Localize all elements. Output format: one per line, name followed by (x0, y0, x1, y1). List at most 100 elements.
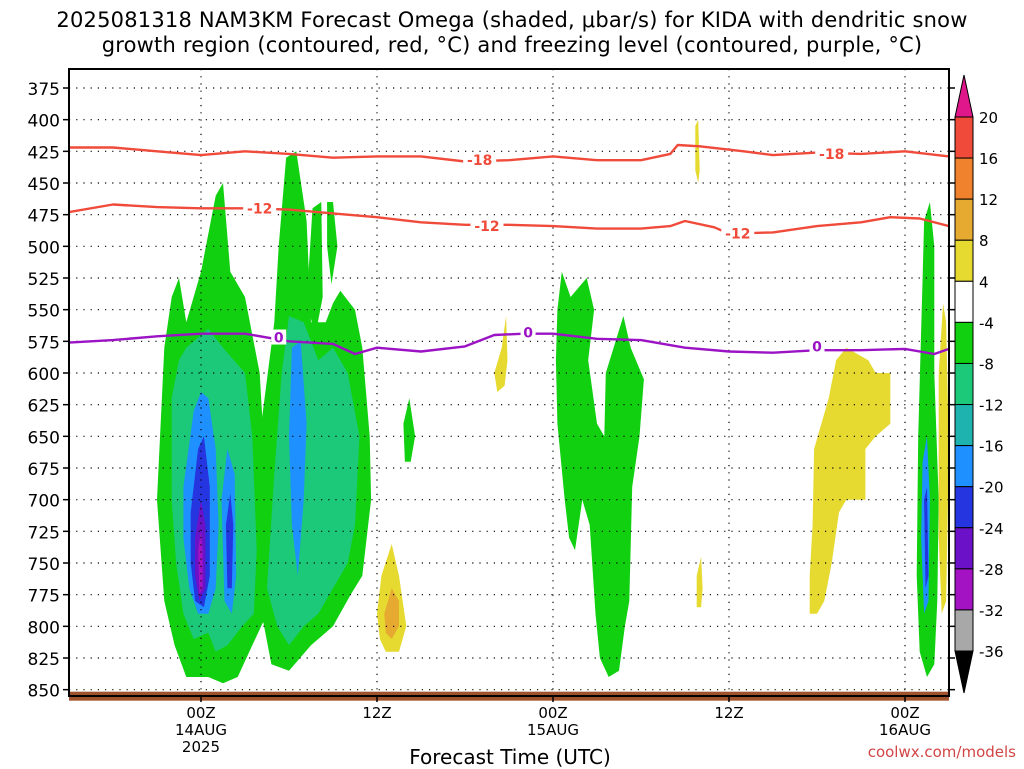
colorbar-label: -12 (979, 397, 1004, 415)
y-tick-label: 750 (28, 555, 60, 575)
x-tick-label: 14AUG (175, 721, 227, 739)
colorbar-band (954, 157, 974, 200)
colorbar-band (954, 486, 974, 529)
contour-label-bg (463, 152, 497, 168)
colorbar: 20 16 12 8 4 -4 -8 -12 -16 -20 -24 -28 -32 -36 (954, 74, 1004, 694)
colorbar-band (954, 362, 974, 406)
omega-region-green-mid (555, 271, 644, 677)
contour-label-bg (721, 225, 755, 241)
omega-region-orange-low (384, 588, 399, 639)
omega-region-yellow-streak-top (695, 119, 700, 183)
colorbar-label: -4 (979, 314, 994, 332)
omega-region-green-small (403, 398, 416, 462)
x-tick-label: 00Z (186, 704, 215, 722)
colorbar-label: 4 (979, 273, 989, 291)
colorbar-label: -20 (979, 479, 1004, 497)
omega-region-blue-center (289, 341, 307, 576)
y-tick-label: 525 (28, 270, 60, 290)
x-axis-label: Forecast Time (UTC) (409, 745, 611, 769)
colorbar-band (954, 445, 974, 488)
omega-region-dkblue-right (924, 487, 929, 589)
colorbar-label: 12 (979, 191, 998, 209)
contour-label--18: -18 (819, 147, 844, 163)
contour-line--12 (69, 203, 949, 235)
omega-region-yellow-right-b (938, 303, 949, 614)
y-tick-label: 825 (28, 650, 60, 670)
y-tick-label: 600 (28, 365, 60, 385)
x-tick-label: 16AUG (879, 721, 931, 739)
colorbar-label: -8 (979, 355, 994, 373)
colorbar-label: -32 (979, 602, 1004, 620)
plot-frame (68, 68, 950, 697)
x-tick-label: 12Z (362, 704, 391, 722)
colorbar-band (954, 568, 974, 611)
contour-label-bg (243, 200, 277, 216)
contour-label--12: -12 (247, 201, 272, 217)
colorbar-band (954, 198, 974, 241)
y-tick-label: 500 (28, 238, 60, 258)
colorbar-band (954, 609, 974, 652)
contour-label-bg (470, 218, 504, 234)
grid-layer (69, 69, 949, 696)
y-tick-label: 550 (28, 302, 60, 322)
colorbar-band (954, 527, 974, 570)
y-tick-label: 850 (28, 682, 60, 702)
x-tick-label: 12Z (714, 704, 743, 722)
contour-label-0: 0 (274, 331, 284, 347)
omega-shading-layer (157, 119, 949, 684)
colorbar-band (954, 404, 974, 447)
contour-label--18: -18 (467, 153, 492, 169)
contour-label--12: -12 (474, 219, 499, 235)
omega-region-yellow-small-a (494, 316, 508, 392)
y-tick-label: 800 (28, 618, 60, 638)
x-tick-label: 2025 (182, 738, 220, 756)
omega-region-dkblue-left-b (225, 493, 234, 589)
chart-title-line-1: 2025081318 NAM3KM Forecast Omega (shaded… (56, 8, 968, 32)
omega-region-yellow-narrow (696, 556, 703, 608)
omega-region-magenta-left (198, 531, 203, 595)
y-tick-label: 625 (28, 397, 60, 417)
x-tick-label: 00Z (890, 704, 919, 722)
contour-line--18 (69, 143, 949, 163)
y-tick-label: 425 (28, 143, 60, 163)
y-tick-label: 725 (28, 523, 60, 543)
credit-text: coolwx.com/models (867, 743, 1016, 761)
chart-title-line-2: growth region (contoured, red, °C) and f… (101, 33, 923, 57)
y-tick-label: 450 (28, 175, 60, 195)
contour-label-bg (809, 338, 825, 354)
contour-label--12: -12 (725, 227, 750, 243)
colorbar-band (954, 239, 974, 282)
y-tick-label: 650 (28, 428, 60, 448)
colorbar-label: 8 (979, 232, 989, 250)
contour-label-0: 0 (812, 339, 822, 355)
axes-layer: 375 400 425 450 475 500 525 550 575 600 625 650 675 7… (28, 68, 955, 756)
contour-label-0: 0 (523, 325, 533, 341)
colorbar-label: -36 (979, 643, 1004, 661)
colorbar-band (954, 280, 974, 323)
colorbar-label: 16 (979, 150, 998, 168)
colorbar-max-arrow (954, 74, 974, 118)
y-tick-label: 700 (28, 492, 60, 512)
colorbar-band (954, 116, 974, 159)
contour-label-bg (815, 145, 849, 161)
omega-region-green-right (916, 202, 939, 677)
y-tick-label: 575 (28, 333, 60, 353)
colorbar-min-arrow (954, 650, 974, 694)
y-tick-label: 375 (28, 80, 60, 100)
omega-region-green-upper (327, 202, 338, 285)
contour-label-bg (271, 329, 287, 345)
y-tick-label: 775 (28, 587, 60, 607)
colorbar-label: -16 (979, 438, 1004, 456)
omega-region-yellow-right (809, 347, 891, 614)
y-tick-label: 475 (28, 207, 60, 227)
x-tick-label: 00Z (538, 704, 567, 722)
colorbar-band (954, 321, 974, 364)
contour-label-bg (520, 324, 536, 340)
colorbar-label: -24 (979, 520, 1004, 538)
colorbar-label: -28 (979, 561, 1004, 579)
y-tick-label: 675 (28, 460, 60, 480)
y-tick-label: 400 (28, 112, 60, 132)
omega-region-green-spike (306, 202, 323, 335)
x-tick-label: 15AUG (527, 721, 579, 739)
